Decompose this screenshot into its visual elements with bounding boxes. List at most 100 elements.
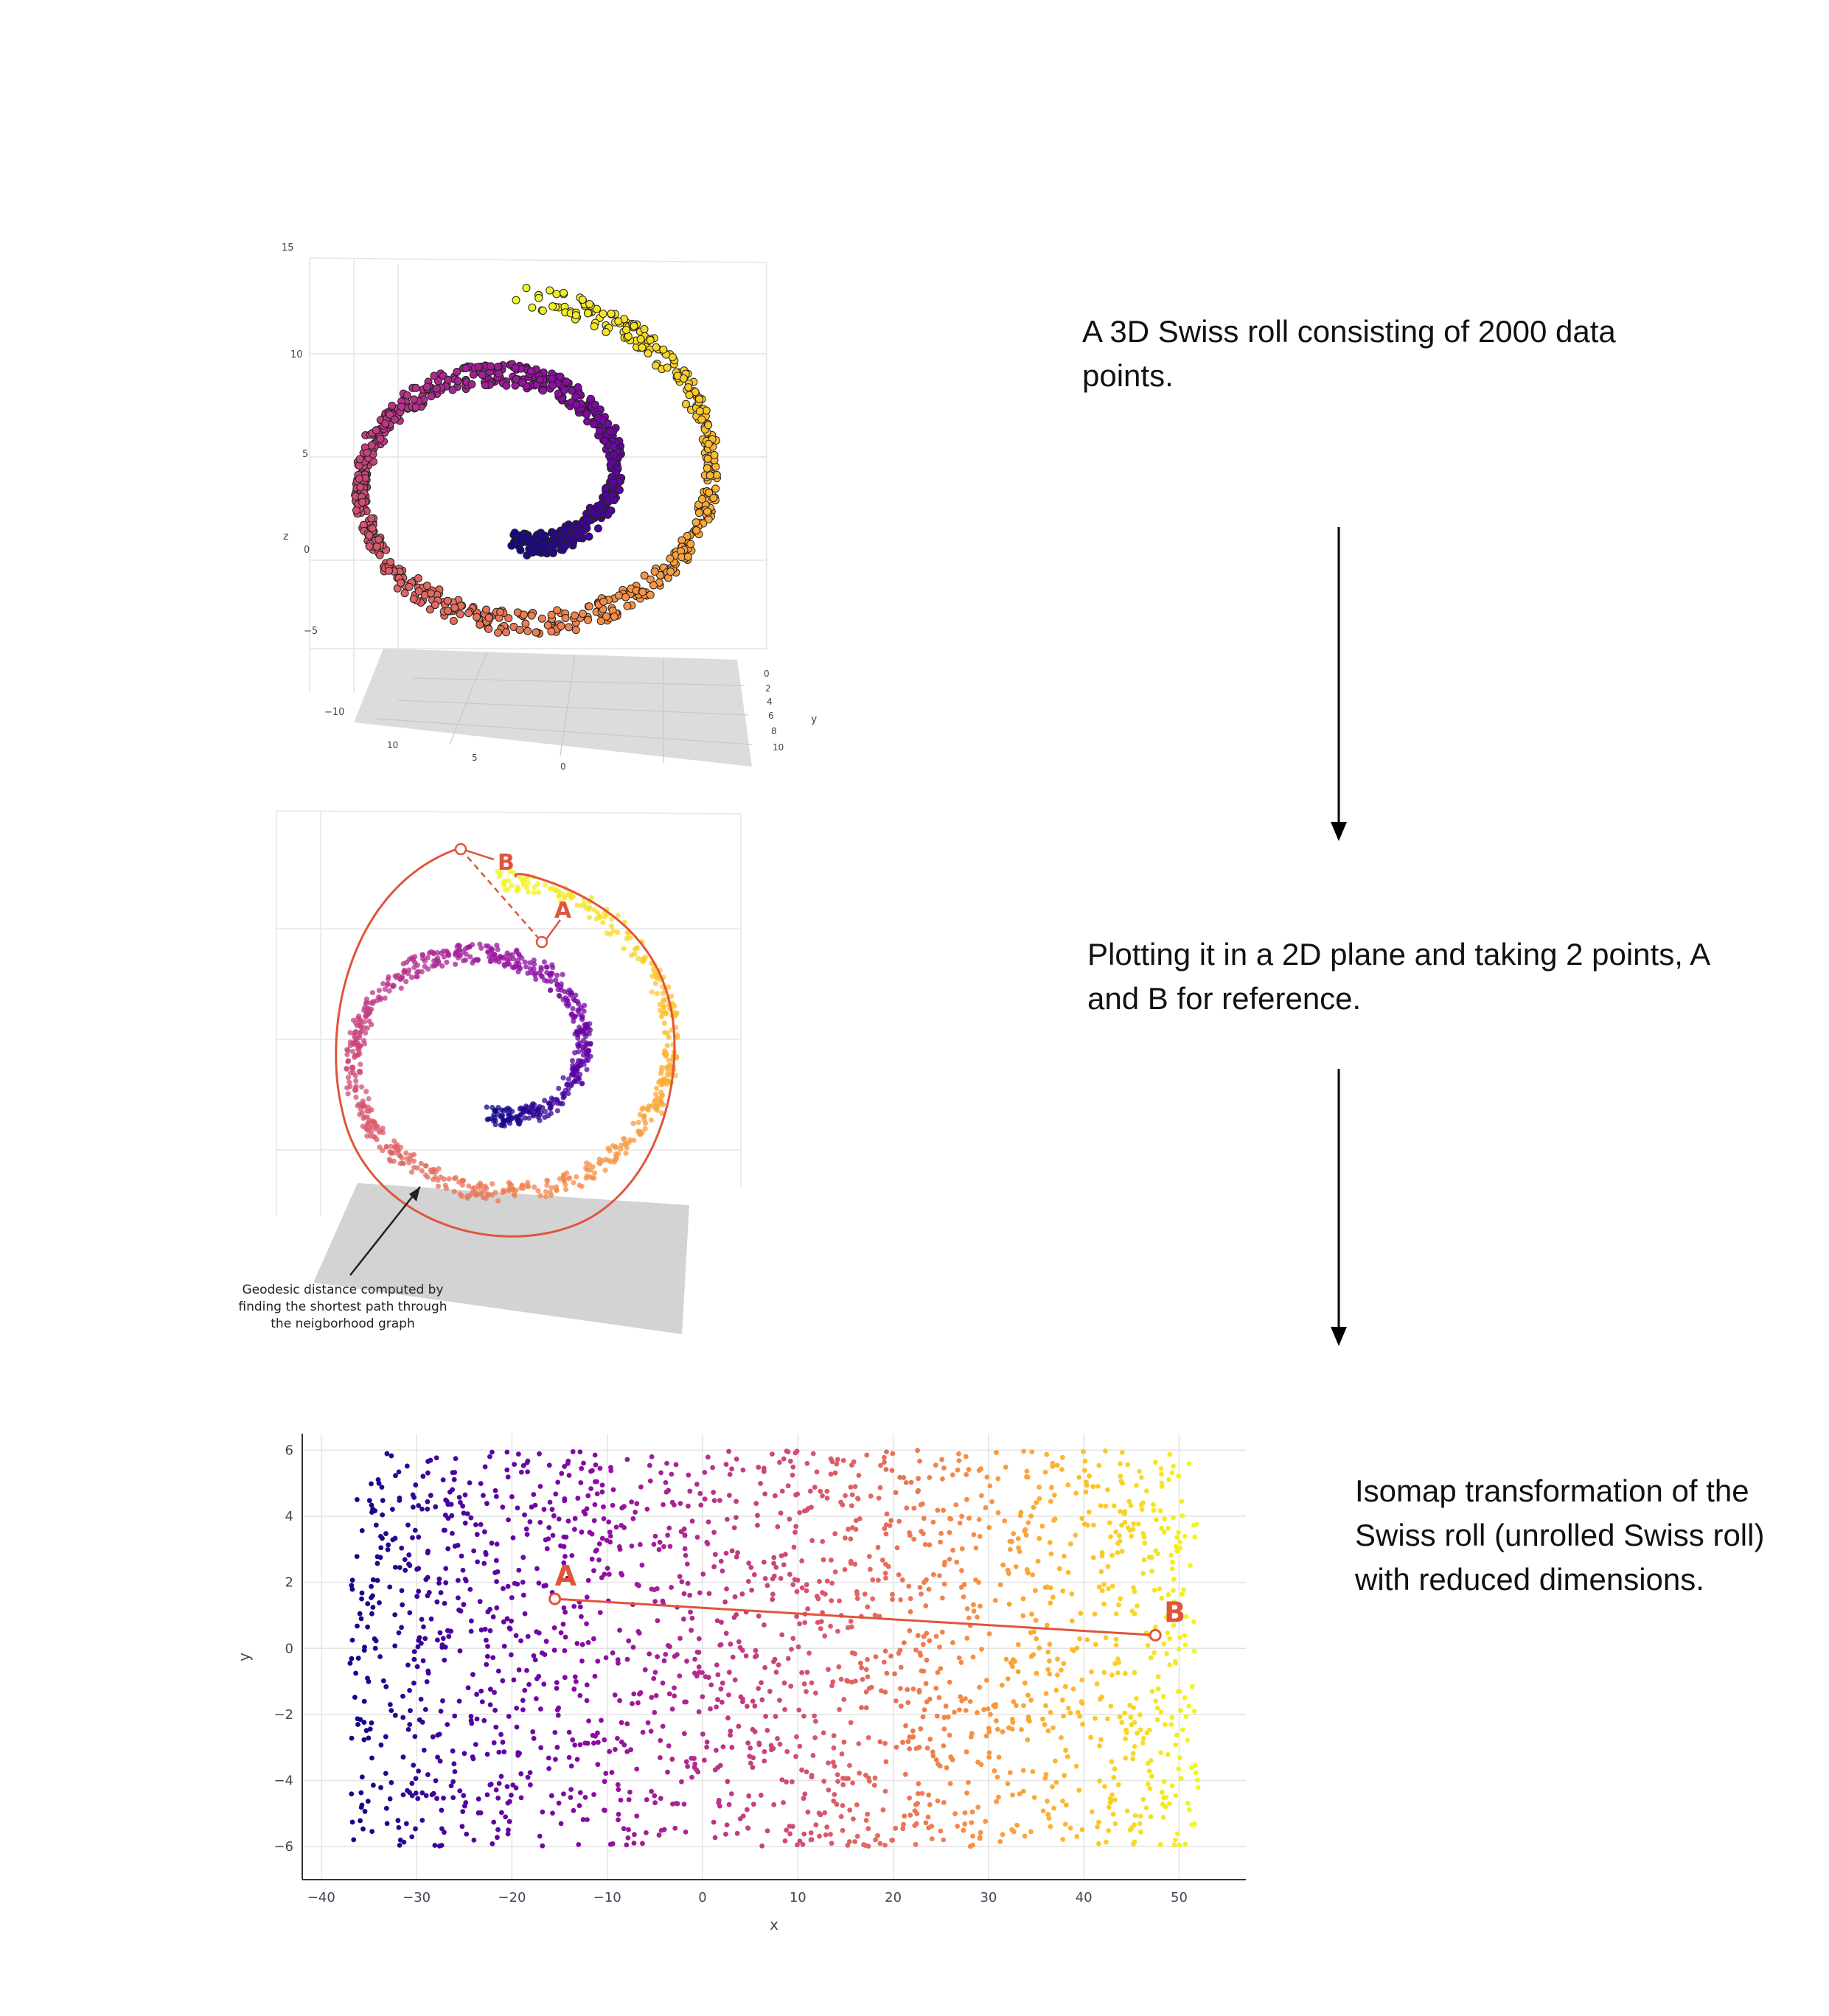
roll-point [712,470,721,479]
geodesic-point [615,913,621,918]
data-point [776,1662,781,1668]
geodesic-point [428,949,434,955]
data-point [857,1660,863,1666]
data-point [834,1802,840,1807]
data-point [988,1712,993,1717]
geodesic-point [501,955,506,961]
data-point [1119,1450,1125,1455]
data-point [1045,1649,1051,1655]
geodesic-point [355,1016,361,1022]
data-point [893,1490,899,1496]
roll-point [697,415,706,424]
data-point [681,1526,687,1532]
data-point [579,1530,585,1535]
data-point [1062,1821,1068,1827]
data-point [520,1555,526,1560]
roll-point [706,471,714,480]
data-point [950,1472,955,1478]
roll-point [644,349,652,357]
roll-point [537,614,546,623]
data-point [425,1470,431,1476]
data-point [681,1591,687,1597]
data-point [955,1467,961,1473]
data-point [933,1633,939,1639]
data-point [865,1826,871,1832]
data-point [1059,1735,1064,1740]
y-tick: 0 [764,669,770,679]
geodesic-point [344,1066,349,1072]
geodesic-point [484,1191,491,1197]
data-point [443,1580,449,1586]
data-point [775,1736,780,1741]
roll-point [464,609,473,618]
data-point [871,1782,877,1788]
isomap-points [347,1448,1201,1849]
geodesic-point [425,1174,431,1180]
geodesic-point [509,1116,515,1122]
roll-point [543,621,552,629]
data-point [524,1667,529,1673]
data-point [875,1577,881,1583]
data-point [1168,1552,1174,1558]
data-point [1179,1499,1185,1504]
geodesic-point [352,1035,358,1041]
data-point [996,1794,1001,1800]
data-point [522,1611,528,1616]
data-point [470,1672,475,1678]
geodesic-point [513,960,519,966]
data-point [541,1681,547,1687]
geodesic-point [532,961,537,967]
data-point [957,1520,963,1526]
data-point [1053,1687,1059,1693]
geodesic-point [597,914,603,920]
data-point [595,1762,601,1768]
data-point [1042,1469,1048,1475]
data-point [462,1520,468,1526]
geodesic-point [528,970,534,976]
data-point [577,1790,583,1796]
data-point [404,1463,410,1469]
data-point [1160,1694,1166,1699]
data-point [1047,1671,1053,1677]
data-point [349,1819,355,1825]
data-point [513,1785,519,1791]
data-point [416,1534,422,1540]
isomap-y-axis-label: y [235,1653,253,1661]
data-point [1122,1670,1128,1676]
data-point [933,1462,938,1468]
data-point [563,1534,569,1540]
data-point [536,1580,542,1586]
data-point [1010,1657,1016,1662]
data-point [652,1533,658,1539]
data-point [712,1835,718,1841]
data-point [1176,1766,1182,1772]
geodesic-point [361,1019,367,1025]
data-point [520,1592,526,1598]
geodesic-point [492,1122,498,1128]
roll-point [609,478,618,487]
geodesic-point [581,1008,587,1014]
geodesic-point [554,887,560,894]
data-point [1182,1695,1188,1701]
data-point [548,1793,554,1799]
data-point [630,1644,636,1650]
data-point [1160,1815,1166,1820]
roll-point [692,526,701,535]
data-point [495,1668,501,1674]
data-point [546,1765,552,1771]
data-point [845,1843,851,1848]
data-point [854,1596,860,1601]
geodesic-point [478,1190,484,1196]
data-point [515,1505,520,1511]
data-point [373,1638,379,1644]
geodesic-point [408,955,414,961]
data-point [443,1566,449,1572]
data-point [409,1834,415,1840]
data-point [556,1800,562,1806]
data-point [927,1475,933,1480]
data-point [1093,1715,1098,1721]
roll-point [431,601,439,610]
data-point [1040,1808,1046,1814]
data-point [1025,1520,1031,1526]
geodesic-point [543,1189,549,1195]
